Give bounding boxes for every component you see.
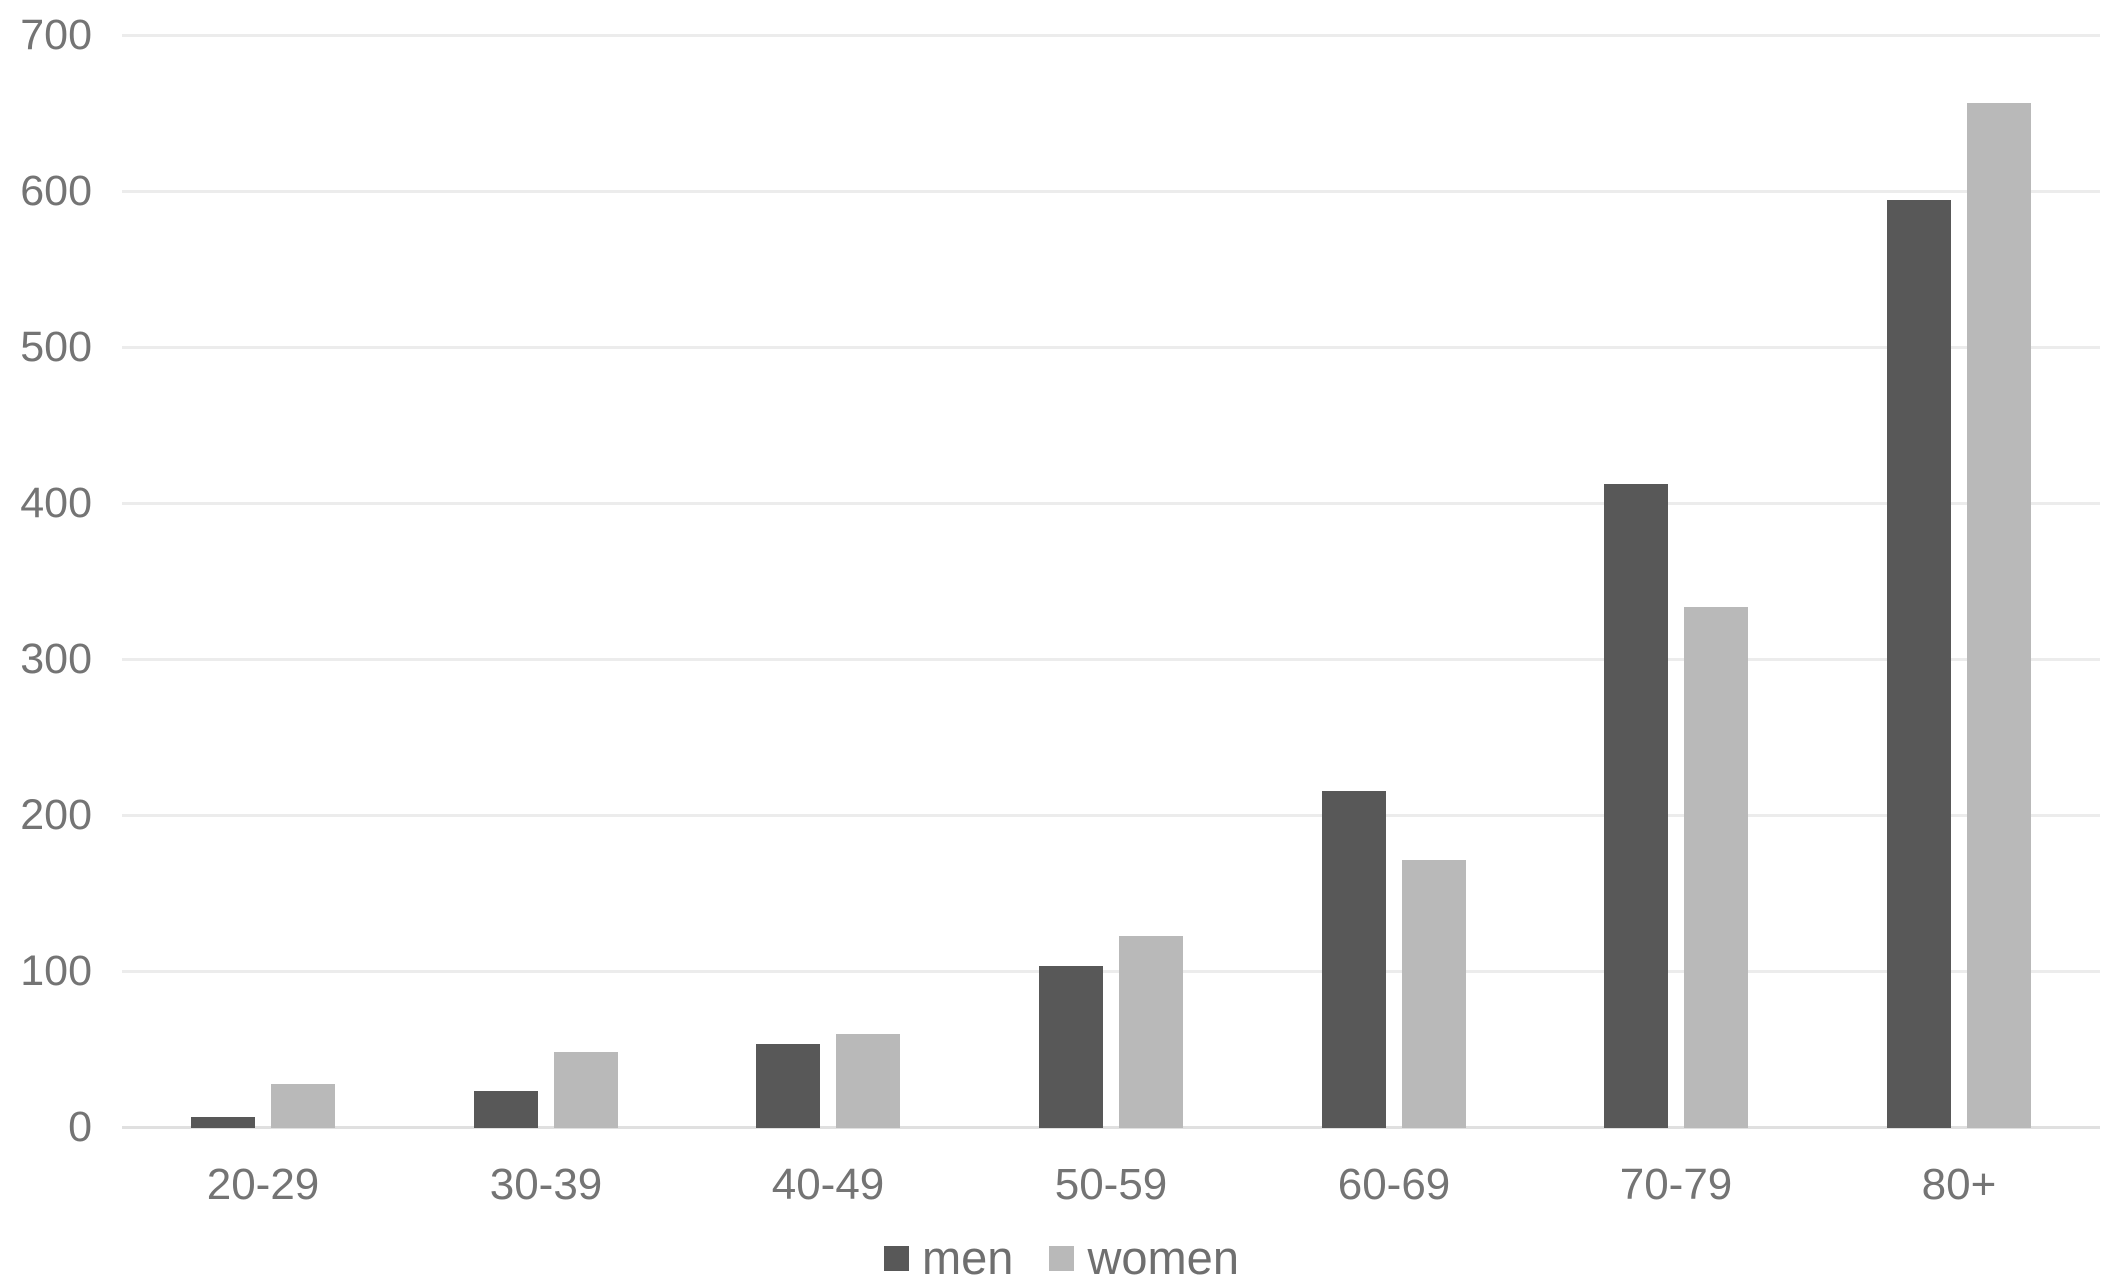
x-axis-label-60-69: 60-69 [1337, 1160, 1451, 1209]
y-axis-tick-300: 300 [20, 635, 92, 683]
y-axis-tick-400: 400 [20, 479, 92, 527]
bar-women-80+ [1967, 103, 2031, 1128]
bar-women-20-29 [271, 1084, 335, 1128]
x-axis-label-80+: 80+ [1921, 1160, 1997, 1209]
bar-men-60-69 [1322, 791, 1386, 1128]
bar-women-30-39 [554, 1052, 618, 1128]
y-axis-tick-100: 100 [20, 947, 92, 995]
y-axis-tick-0: 0 [68, 1103, 92, 1151]
x-axis-label-20-29: 20-29 [206, 1160, 320, 1209]
y-axis-tick-200: 200 [20, 791, 92, 839]
x-axis-label-30-39: 30-39 [489, 1160, 603, 1209]
bar-men-50-59 [1039, 966, 1103, 1128]
bar-women-70-79 [1684, 607, 1748, 1128]
gridline-600 [122, 190, 2100, 193]
x-axis-label-50-59: 50-59 [1054, 1160, 1168, 1209]
gridline-0 [122, 1126, 2100, 1129]
gridline-200 [122, 814, 2100, 817]
gridline-300 [122, 658, 2100, 661]
men-color-swatch [884, 1245, 910, 1271]
x-axis-label-70-79: 70-79 [1619, 1160, 1733, 1209]
bar-men-80+ [1887, 200, 1951, 1128]
gridline-400 [122, 502, 2100, 505]
legend-label-men: men [922, 1231, 1014, 1284]
bar-women-40-49 [836, 1034, 900, 1128]
gridline-700 [122, 34, 2100, 37]
x-axis-label-40-49: 40-49 [771, 1160, 885, 1209]
gridline-100 [122, 970, 2100, 973]
bar-women-60-69 [1402, 860, 1466, 1128]
y-axis-tick-700: 700 [20, 11, 92, 59]
bar-men-20-29 [191, 1117, 255, 1128]
bar-men-70-79 [1604, 484, 1668, 1128]
legend-item-men: men [884, 1232, 1013, 1284]
bar-men-40-49 [756, 1044, 820, 1128]
legend-label-women: women [1087, 1231, 1239, 1284]
women-color-swatch [1049, 1245, 1075, 1271]
legend-item-women: women [1049, 1232, 1239, 1284]
y-axis-tick-500: 500 [20, 323, 92, 371]
y-axis-tick-600: 600 [20, 167, 92, 215]
legend: men women [0, 1232, 2123, 1284]
gridline-500 [122, 346, 2100, 349]
bar-men-30-39 [474, 1091, 538, 1128]
bar-women-50-59 [1119, 936, 1183, 1128]
